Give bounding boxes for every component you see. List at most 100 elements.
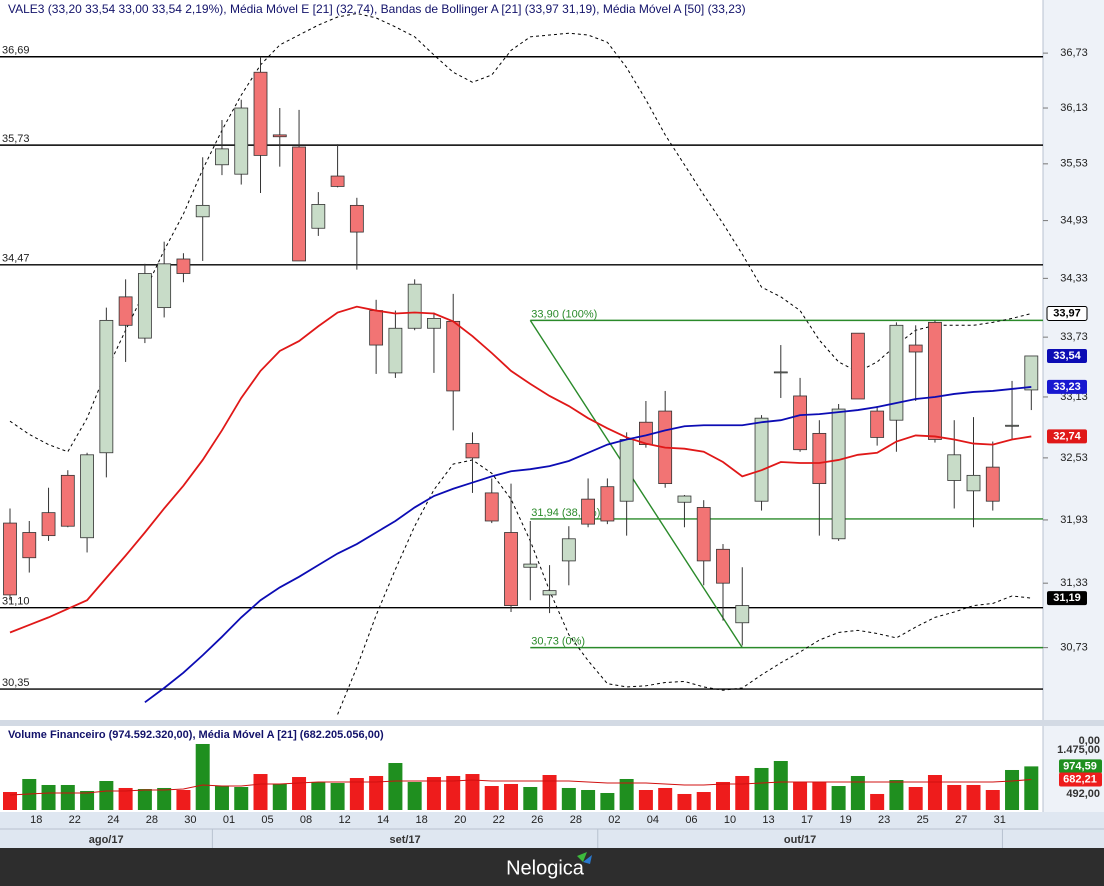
volume-bar xyxy=(60,784,75,810)
volume-bar xyxy=(677,793,692,810)
candle-body xyxy=(716,548,730,584)
volume-bar xyxy=(985,789,1000,810)
price-tag-label: 33,54 xyxy=(1053,350,1081,362)
price-tag-label: 31,19 xyxy=(1053,592,1081,604)
x-tick-label: 22 xyxy=(493,814,505,826)
indicator-line xyxy=(337,459,1032,715)
footer xyxy=(0,848,1104,886)
y-tick-label: 31,93 xyxy=(1060,514,1088,526)
volume-bar xyxy=(137,789,152,810)
volume-bar xyxy=(523,786,538,810)
price-plot: 33,90 (100%)31,94 (38,2%)30,73 (0%) xyxy=(0,12,1043,715)
volume-bar xyxy=(234,786,249,810)
volume-bar xyxy=(619,778,634,810)
candle-body xyxy=(1005,424,1019,427)
candle-body xyxy=(41,512,56,537)
candle-body xyxy=(947,454,962,481)
volume-bar xyxy=(715,781,730,810)
candle-body xyxy=(600,486,615,522)
volume-bar xyxy=(214,786,229,810)
candle-body xyxy=(349,204,364,233)
volume-bar xyxy=(195,743,210,810)
x-tick-label: 19 xyxy=(839,814,851,826)
x-tick-label: 17 xyxy=(801,814,813,826)
candle-body xyxy=(523,563,538,568)
level-label: 34,47 xyxy=(2,253,30,265)
candle-body xyxy=(292,146,306,262)
fib-label: 33,90 (100%) xyxy=(531,308,597,320)
candle-body xyxy=(812,432,827,485)
candle-body xyxy=(561,538,576,562)
volume-bar xyxy=(99,781,114,810)
volume-bar xyxy=(330,783,345,810)
panel-separator xyxy=(0,720,1104,726)
candle-body xyxy=(985,466,1000,502)
candle-body xyxy=(773,371,788,374)
candle-body xyxy=(850,332,865,400)
candle-body xyxy=(504,532,518,606)
volume-bar xyxy=(176,789,191,810)
volume-bar xyxy=(311,781,326,810)
candle-body xyxy=(928,321,942,440)
candle-body xyxy=(889,324,904,421)
price-tag-label: 33,97 xyxy=(1053,307,1081,319)
level-label: 31,10 xyxy=(2,596,30,608)
volume-bar xyxy=(292,777,307,810)
x-tick-label: 10 xyxy=(724,814,736,826)
volume-plot xyxy=(3,743,1039,810)
price-tag-label: 682,21 xyxy=(1063,773,1097,785)
volume-average xyxy=(9,778,1032,796)
candle-body xyxy=(427,318,441,329)
candle-body xyxy=(754,417,769,502)
volume-bar xyxy=(947,784,962,810)
fib-trend xyxy=(529,319,743,649)
brand-logo xyxy=(577,852,587,862)
y-tick-label: 31,33 xyxy=(1060,577,1088,589)
volume-bar xyxy=(812,781,827,810)
price-tag xyxy=(1047,591,1087,606)
volume-bar xyxy=(754,767,769,810)
volume-scale-label: 0,00 xyxy=(1079,735,1100,747)
candle-body xyxy=(793,395,807,451)
candle-body xyxy=(176,258,191,274)
month-label: out/17 xyxy=(784,834,816,846)
x-tick-label: 20 xyxy=(454,814,466,826)
price-tag xyxy=(1047,348,1087,363)
x-tick-label: 24 xyxy=(107,814,119,826)
candle-body xyxy=(870,410,885,438)
volume-bar xyxy=(407,781,422,810)
candle-body xyxy=(22,532,37,559)
volume-bar xyxy=(426,777,441,810)
x-tick-label: 25 xyxy=(917,814,929,826)
candle-body xyxy=(735,605,750,624)
y-tick-label: 33,73 xyxy=(1060,331,1088,343)
volume-bar xyxy=(831,786,846,810)
price-title: VALE3 (33,20 33,54 33,00 33,54 2,19%), M… xyxy=(8,2,746,16)
month-label: ago/17 xyxy=(89,834,124,846)
x-tick-label: 04 xyxy=(647,814,659,826)
volume-tick-label: 492,00 xyxy=(1066,788,1100,800)
volume-bar xyxy=(369,775,384,810)
volume-bar xyxy=(542,775,557,810)
x-tick-label: 23 xyxy=(878,814,890,826)
background xyxy=(0,0,1104,848)
x-tick-label: 31 xyxy=(994,814,1006,826)
candle-body xyxy=(581,498,595,525)
candle-body xyxy=(3,522,17,596)
indicator-line xyxy=(144,386,1032,704)
volume-bar xyxy=(773,760,788,810)
volume-bar xyxy=(927,775,942,810)
volume-title: Volume Financeiro (974.592.320,00), Médi… xyxy=(8,729,384,741)
volume-bar xyxy=(22,778,37,810)
date-axis xyxy=(0,812,1104,848)
x-tick-label: 13 xyxy=(762,814,774,826)
price-tag xyxy=(1047,429,1087,444)
candle-body xyxy=(369,310,384,346)
volume-bar xyxy=(793,781,808,810)
volume-bar xyxy=(272,783,287,810)
candle-body xyxy=(272,134,287,138)
volume-bar xyxy=(889,780,904,810)
brand-logo xyxy=(583,855,592,864)
candle-body xyxy=(311,204,326,229)
candle-body xyxy=(60,474,75,527)
